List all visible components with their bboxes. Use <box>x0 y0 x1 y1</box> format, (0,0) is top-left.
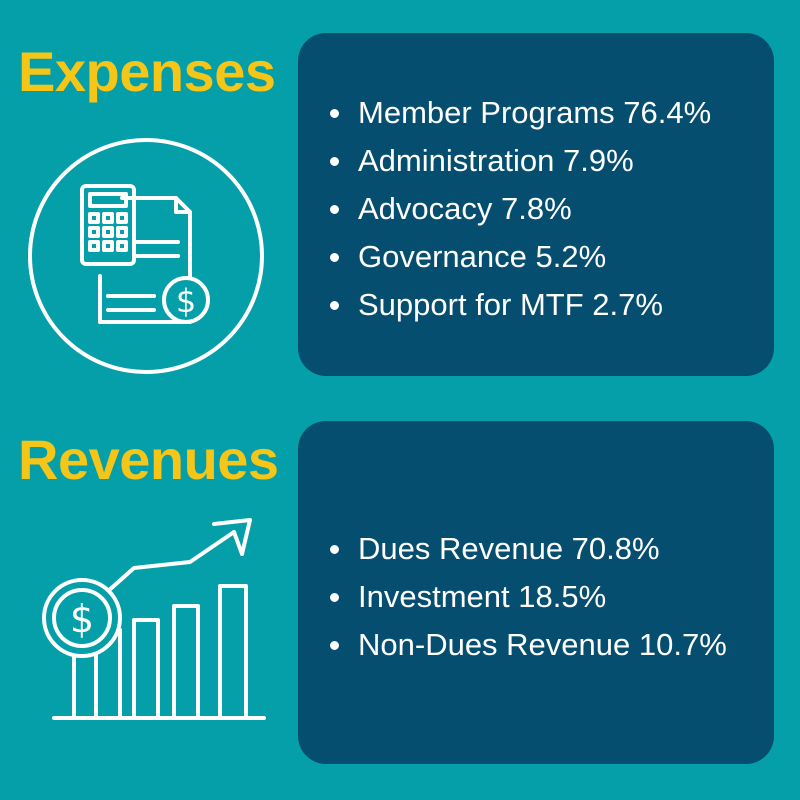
list-item: Member Programs 76.4% <box>328 89 774 137</box>
expenses-panel: Member Programs 76.4% Administration 7.9… <box>298 33 774 376</box>
revenues-heading: Revenues <box>18 428 279 491</box>
expenses-heading: Expenses <box>18 40 276 103</box>
svg-text:$: $ <box>70 597 94 641</box>
revenues-panel: Dues Revenue 70.8% Investment 18.5% Non-… <box>298 421 774 764</box>
list-item: Governance 5.2% <box>328 233 774 281</box>
calculator-invoice-dollar-icon: $ <box>26 136 266 376</box>
list-item: Dues Revenue 70.8% <box>328 525 774 573</box>
list-item: Investment 18.5% <box>328 573 774 621</box>
svg-text:$: $ <box>176 282 196 320</box>
expenses-list: Member Programs 76.4% Administration 7.9… <box>298 89 774 329</box>
revenues-list: Dues Revenue 70.8% Investment 18.5% Non-… <box>298 525 774 669</box>
list-item: Support for MTF 2.7% <box>328 281 774 329</box>
list-item: Non-Dues Revenue 10.7% <box>328 621 774 669</box>
list-item: Advocacy 7.8% <box>328 185 774 233</box>
growth-chart-dollar-icon: $ <box>34 514 274 724</box>
list-item: Administration 7.9% <box>328 137 774 185</box>
